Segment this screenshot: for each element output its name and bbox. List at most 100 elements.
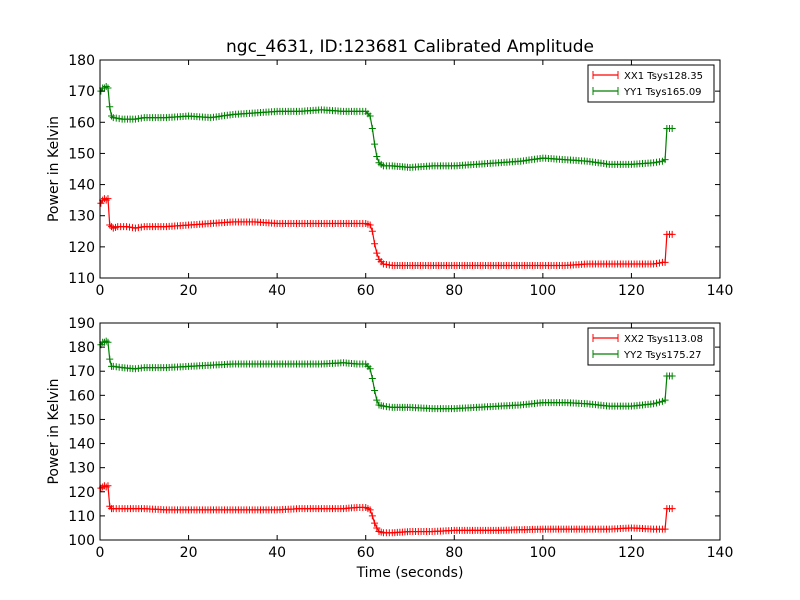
y-tick-label: 150	[68, 146, 95, 162]
chart-title: ngc_4631, ID:123681 Calibrated Amplitude	[226, 37, 594, 57]
data-point-marker	[371, 240, 379, 248]
x-tick-label: 20	[180, 283, 198, 299]
data-point-marker	[131, 224, 139, 232]
y-tick-label: 140	[68, 178, 95, 194]
data-point-marker	[650, 400, 658, 408]
legend-marker	[592, 87, 619, 95]
data-point-marker	[655, 158, 663, 166]
legend-label: YY2 Tsys175.27	[623, 350, 702, 361]
data-point-marker	[371, 519, 379, 527]
panels: 0 20 40 60 80 100 120 140 110 120 130 140 150 160 170 1…	[46, 53, 733, 581]
y-axis-label: Power in Kelvin	[46, 378, 62, 484]
data-point-marker	[97, 199, 105, 207]
x-tick-label: 140	[707, 283, 734, 299]
x-tick-label: 80	[445, 545, 463, 561]
data-point-marker	[115, 115, 123, 123]
data-point-marker	[128, 224, 136, 232]
series-xx1	[97, 195, 676, 270]
data-point-marker	[366, 221, 374, 229]
series-yy2	[97, 337, 676, 413]
data-point-marker	[102, 337, 110, 345]
data-point-marker	[368, 512, 376, 520]
data-point-marker	[650, 159, 658, 167]
data-point-marker	[368, 227, 376, 235]
data-point-marker	[368, 374, 376, 382]
data-point-marker	[653, 158, 661, 166]
data-point-marker	[102, 483, 110, 491]
data-point-marker	[366, 365, 374, 373]
data-point-marker	[650, 260, 658, 268]
data-point-marker	[137, 114, 145, 122]
data-point-marker	[379, 260, 387, 268]
data-point-marker	[108, 112, 116, 120]
data-point-marker	[653, 399, 661, 407]
data-point-marker	[653, 259, 661, 267]
data-point-marker	[112, 114, 120, 122]
data-point-marker	[109, 114, 117, 122]
y-tick-label: 160	[68, 115, 95, 131]
series-xx2	[97, 482, 676, 537]
legend-label: XX2 Tsys113.08	[624, 334, 703, 345]
x-tick-label: 0	[96, 545, 105, 561]
y-tick-label: 180	[68, 53, 95, 69]
y-tick-label: 100	[68, 533, 95, 549]
legend-marker	[592, 334, 619, 342]
data-point-marker	[368, 125, 376, 133]
data-point-marker	[661, 156, 669, 164]
x-tick-label: 60	[357, 545, 375, 561]
y-tick-label: 120	[68, 485, 95, 501]
x-tick-label: 40	[268, 283, 286, 299]
x-tick-label: 40	[268, 545, 286, 561]
x-tick-label: 0	[96, 283, 105, 299]
data-point-marker	[97, 484, 105, 492]
legend-marker	[592, 71, 619, 79]
data-point-marker	[668, 372, 676, 380]
data-point-marker	[106, 355, 114, 363]
x-tick-label: 60	[357, 283, 375, 299]
data-point-marker	[668, 230, 676, 238]
data-point-marker	[123, 223, 131, 231]
data-point-marker	[373, 249, 381, 257]
data-point-marker	[108, 223, 116, 231]
data-point-marker	[655, 398, 663, 406]
data-point-marker	[134, 115, 142, 123]
legend-label: XX1 Tsys128.35	[624, 71, 703, 82]
y-tick-label: 140	[68, 437, 95, 453]
data-point-marker	[371, 140, 379, 148]
plot-frame	[99, 59, 721, 279]
legend-marker	[592, 350, 619, 358]
plot-frame	[99, 322, 721, 541]
panel-2: 0 20 40 60 80 100 120 140 100 110 120 130 140 150 160 1…	[46, 316, 733, 581]
data-point-marker	[668, 505, 676, 513]
data-point-marker	[382, 261, 390, 269]
y-tick-label: 130	[68, 461, 95, 477]
legend-box	[587, 64, 715, 103]
data-point-marker	[661, 525, 669, 533]
data-point-marker	[668, 125, 676, 133]
y-tick-label: 120	[68, 240, 95, 256]
data-point-marker	[385, 261, 393, 269]
data-point-marker	[106, 103, 114, 111]
data-point-marker	[371, 387, 379, 395]
y-tick-label: 180	[68, 340, 95, 356]
data-point-marker	[104, 482, 112, 490]
y-tick-label: 170	[68, 364, 95, 380]
data-point-marker	[106, 221, 114, 229]
x-tick-label: 100	[529, 283, 556, 299]
y-axis-label: Power in Kelvin	[46, 116, 62, 222]
x-tick-label: 100	[529, 545, 556, 561]
panel-1: 0 20 40 60 80 100 120 140 110 120 130 140 150 160 170 1…	[46, 53, 733, 299]
series-yy1	[97, 82, 676, 171]
x-tick-label: 120	[618, 283, 645, 299]
y-tick-label: 130	[68, 209, 95, 225]
data-point-marker	[661, 396, 669, 404]
data-point-marker	[366, 506, 374, 514]
y-tick-label: 110	[68, 271, 95, 287]
data-point-marker	[134, 224, 142, 232]
x-tick-label: 80	[445, 283, 463, 299]
data-point-marker	[137, 223, 145, 231]
legend-box	[587, 327, 715, 366]
data-point-marker	[373, 524, 381, 532]
y-tick-label: 160	[68, 388, 95, 404]
